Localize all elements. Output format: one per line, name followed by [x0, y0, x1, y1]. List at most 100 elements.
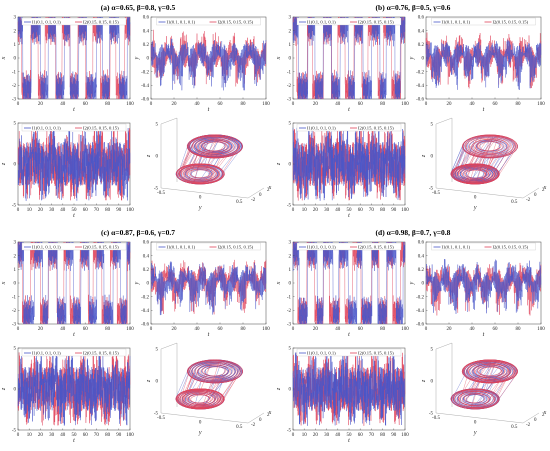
attractor-trajectory-i2 — [450, 134, 518, 185]
y-tick-label: 0 — [14, 282, 17, 287]
x-tick-label: 80 — [241, 102, 247, 107]
x-tick-label: 100 — [126, 433, 134, 438]
y-tick-label: -3 — [287, 323, 292, 328]
y-axis-label: y — [134, 56, 140, 60]
x-tick-label: 30 — [324, 208, 330, 213]
x-tick-label: 2 — [267, 413, 270, 418]
legend-label-i1: I1(0.1, 0.1, 0.1) — [32, 20, 61, 26]
legend: I1(0.1, 0.1, 0.1) I2(0.15, 0.15, 0.15) — [21, 123, 127, 132]
x-tick-label: 40 — [335, 102, 341, 107]
y-tick-label: 2 — [289, 254, 292, 259]
legend-label-i1: I1(0.1, 0.1, 0.1) — [307, 20, 336, 26]
series-line-i1 — [150, 38, 267, 91]
y-tick-label: -5 — [12, 429, 17, 434]
y-tick-label: -0.5 — [432, 191, 440, 196]
legend-box — [296, 348, 402, 357]
x-tick-label: 60 — [83, 327, 89, 332]
y-tick-label: -0.2 — [416, 295, 424, 300]
legend-label-i2: I2(0.15, 0.15, 0.15) — [83, 245, 119, 251]
x-tick-label: 40 — [195, 102, 201, 107]
legend-label-i1: I1(0.1, 0.1, 0.1) — [307, 126, 336, 132]
y-tick-label: -0.6 — [141, 98, 149, 103]
x-tick-label: 100 — [537, 327, 545, 332]
y-tick-label: 0 — [14, 57, 17, 62]
x-axis-label: t — [348, 332, 350, 338]
y-axis-label: x — [276, 281, 282, 285]
z-tick-label: 0 — [431, 380, 434, 385]
y-tick-label: 0.5 — [236, 425, 243, 430]
y-axis-label: y — [198, 430, 202, 436]
y-tick-label: 5 — [14, 347, 17, 352]
legend-label-i2: I2(0.15, 0.15, 0.15) — [218, 245, 254, 251]
x-tick-label: 0 — [292, 433, 295, 438]
x-tick-label: 80 — [516, 327, 522, 332]
y-tick-label: -0.5 — [432, 416, 440, 421]
x-tick-label: 80 — [516, 102, 522, 107]
z-tick-label: 5 — [156, 348, 159, 353]
y-tick-label: 5 — [289, 122, 292, 127]
y-tick-label: -0.2 — [141, 70, 149, 75]
x-tick-label: 20 — [447, 327, 453, 332]
attractor-trajectory-i2 — [450, 359, 518, 410]
y-axis-label: x — [276, 56, 282, 60]
x-tick-label: 60 — [218, 102, 224, 107]
legend-box — [21, 17, 127, 26]
x-tick-label: 40 — [335, 208, 341, 213]
panel-d-top-left: 0 20 40 60 80 100 -3 -2 -1 0 1 2 3 t x I1(0.1, 0.1, 0.1… — [276, 241, 409, 338]
series-line-i1 — [292, 241, 406, 325]
legend-label-i2: I2(0.15, 0.15, 0.15) — [218, 20, 254, 26]
y-axis-label: y — [473, 205, 477, 211]
x-tick-label: 0 — [292, 208, 295, 213]
y-axis-label: y — [409, 281, 415, 285]
y-tick-label: 0 — [422, 57, 425, 62]
x-tick-label: 80 — [380, 433, 386, 438]
x-tick-label: 20 — [172, 102, 178, 107]
legend-label-i2: I2(0.15, 0.15, 0.15) — [83, 126, 119, 132]
legend-label-i2: I2(0.15, 0.15, 0.15) — [493, 245, 529, 251]
x-axis-label: x — [543, 185, 547, 191]
x-tick-label: 40 — [60, 102, 66, 107]
x-axis-label: t — [483, 107, 485, 113]
y-tick-label: -0.2 — [141, 295, 149, 300]
x-axis-line — [522, 412, 540, 424]
x-tick-label: 20 — [313, 102, 319, 107]
y-axis-label: y — [409, 56, 415, 60]
legend-box — [296, 123, 402, 132]
x-tick-label: 90 — [116, 208, 122, 213]
x-tick-label: 40 — [195, 327, 201, 332]
x-axis-label: t — [208, 107, 210, 113]
x-tick-label: 80 — [105, 327, 111, 332]
x-tick-label: 40 — [335, 327, 341, 332]
x-tick-label: 100 — [401, 327, 409, 332]
subfigure-a: (a) α=0.65, β=0.8, γ=0.50 20 40 60 80 100-3-2… — [1, 3, 272, 219]
x-tick-label: 0 — [150, 327, 153, 332]
frame-edge — [435, 342, 453, 350]
y-tick-label: 0 — [147, 57, 150, 62]
y-axis-label: x — [1, 56, 7, 60]
x-tick-label: 100 — [126, 102, 134, 107]
frame-edge — [160, 117, 178, 125]
subfigure-b: (b) α=0.76, β=0.5, γ=0.60 20 40 60 80 100-3-2… — [276, 3, 547, 219]
x-tick-label: 0 — [17, 208, 20, 213]
x-tick-label: 100 — [401, 208, 409, 213]
x-tick-label: 2 — [267, 188, 270, 193]
x-axis-label: x — [268, 410, 272, 416]
z-tick-label: 0 — [431, 155, 434, 160]
y-tick-label: 0.6 — [418, 241, 425, 246]
x-tick-label: 30 — [49, 433, 55, 438]
x-tick-label: 50 — [347, 433, 353, 438]
x-tick-label: 80 — [380, 102, 386, 107]
series-line-i1 — [17, 241, 131, 325]
y-tick-label: 0 — [14, 388, 17, 393]
x-tick-label: 10 — [27, 433, 33, 438]
x-tick-label: 70 — [94, 208, 100, 213]
x-tick-label: 0 — [425, 327, 428, 332]
x-tick-label: 2 — [542, 413, 545, 418]
subfigure-d: (d) α=0.98, β=0.7, γ=0.80 20 40 60 80 100-3-2… — [276, 228, 547, 444]
y-tick-label: 3 — [14, 16, 17, 21]
